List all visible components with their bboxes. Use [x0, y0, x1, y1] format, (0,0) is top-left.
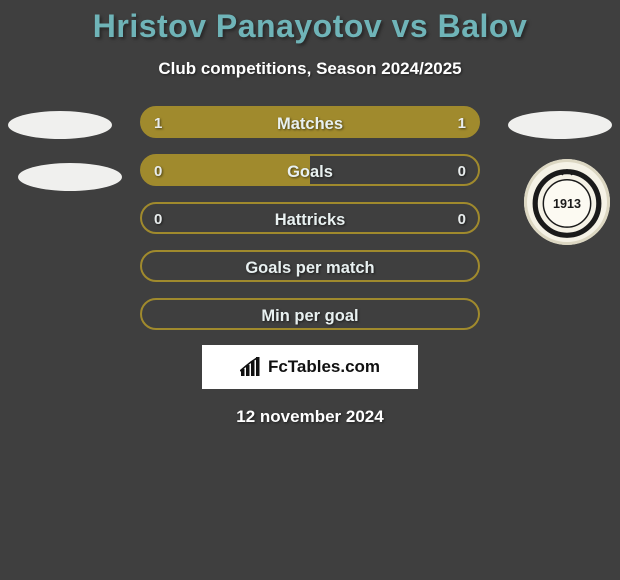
date-text: 12 november 2024: [0, 407, 620, 427]
comparison-rows: 1913 Matches11Goals00Hattricks00Goals pe…: [0, 105, 620, 331]
stat-right-value: 0: [458, 156, 466, 188]
stat-right-value: 1: [458, 108, 466, 140]
stat-left-value: 1: [154, 108, 162, 140]
brand-badge: FcTables.com: [202, 345, 418, 389]
stat-label: Goals: [142, 156, 478, 188]
stat-left-value: 0: [154, 204, 162, 236]
page-subtitle: Club competitions, Season 2024/2025: [0, 59, 620, 79]
stat-bar: Goals per match: [140, 250, 480, 282]
brand-text: FcTables.com: [268, 357, 380, 377]
stat-left-value: 0: [154, 156, 162, 188]
stat-label: Matches: [142, 108, 478, 140]
brand-chart-icon: [240, 357, 262, 377]
stat-right-value: 0: [458, 204, 466, 236]
page-title: Hristov Panayotov vs Balov: [0, 8, 620, 45]
stat-label: Hattricks: [142, 204, 478, 236]
stat-bar: Matches1 1: [140, 106, 480, 138]
stat-row: Goals per match: [0, 249, 620, 283]
stat-label: Min per goal: [142, 300, 478, 332]
stat-row: Min per goal: [0, 297, 620, 331]
stat-bar: Goals0 0: [140, 154, 480, 186]
stat-label: Goals per match: [142, 252, 478, 284]
stat-row: Matches1 1: [0, 105, 620, 139]
stat-bar: Hattricks0 0: [140, 202, 480, 234]
stat-row: Hattricks0 0: [0, 201, 620, 235]
stat-bar: Min per goal: [140, 298, 480, 330]
stat-row: Goals0 0: [0, 153, 620, 187]
infographic-root: Hristov Panayotov vs Balov Club competit…: [0, 0, 620, 580]
